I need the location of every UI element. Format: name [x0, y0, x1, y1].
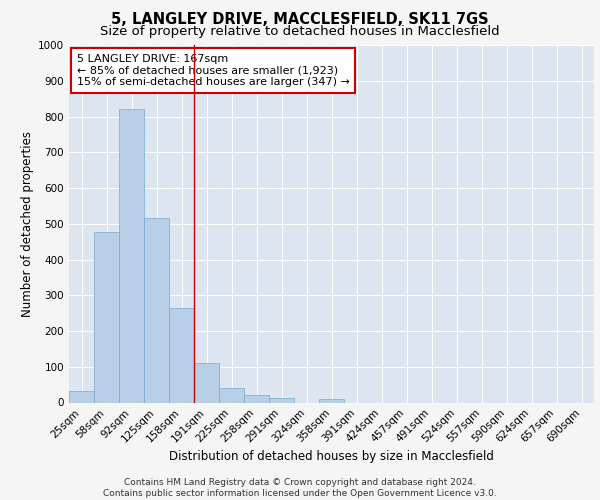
- Bar: [94, 232, 119, 402]
- Bar: [144, 218, 169, 402]
- Bar: [194, 363, 219, 403]
- Bar: [219, 388, 244, 402]
- Text: Contains HM Land Registry data © Crown copyright and database right 2024.
Contai: Contains HM Land Registry data © Crown c…: [103, 478, 497, 498]
- Bar: [69, 390, 94, 402]
- Text: 5, LANGLEY DRIVE, MACCLESFIELD, SK11 7GS: 5, LANGLEY DRIVE, MACCLESFIELD, SK11 7GS: [111, 12, 489, 28]
- Bar: [119, 110, 144, 403]
- X-axis label: Distribution of detached houses by size in Macclesfield: Distribution of detached houses by size …: [169, 450, 494, 463]
- Bar: [269, 398, 294, 402]
- Text: Size of property relative to detached houses in Macclesfield: Size of property relative to detached ho…: [100, 25, 500, 38]
- Bar: [319, 399, 344, 402]
- Bar: [169, 308, 194, 402]
- Text: 5 LANGLEY DRIVE: 167sqm
← 85% of detached houses are smaller (1,923)
15% of semi: 5 LANGLEY DRIVE: 167sqm ← 85% of detache…: [77, 54, 350, 87]
- Y-axis label: Number of detached properties: Number of detached properties: [21, 130, 34, 317]
- Bar: [244, 394, 269, 402]
